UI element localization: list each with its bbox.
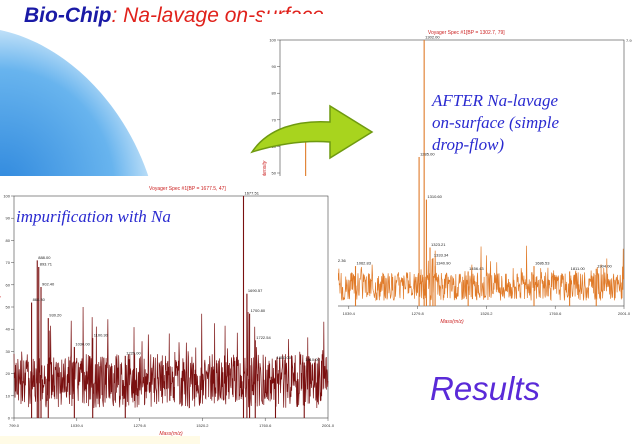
peak-label: 1722.54 xyxy=(256,335,271,340)
y-tick-label: 90 xyxy=(6,216,11,221)
y-tick-label: 10 xyxy=(6,393,11,398)
peak-label: 1100.30 xyxy=(94,333,109,338)
x-tick-label: 1039.4 xyxy=(71,423,84,428)
peak-label: 1811.00 xyxy=(571,266,586,271)
peak-label: 1302.00 xyxy=(425,35,440,40)
peak-label: 1690.57 xyxy=(248,288,263,293)
y-tick-label: 40 xyxy=(6,327,11,332)
y-tick-label: 90 xyxy=(272,64,277,69)
peak-label: 1285.00 xyxy=(420,152,435,157)
peak-label: 888.00 xyxy=(38,255,51,260)
peak-label: 1456.43 xyxy=(469,266,484,271)
after-note-line: AFTER Na-lavage xyxy=(432,91,559,110)
peak-label: 1904.00 xyxy=(597,263,612,268)
x-tick-label: 2001.0 xyxy=(322,423,335,428)
peak-label: 893.71 xyxy=(40,262,53,267)
y-tick-label: 70 xyxy=(272,117,277,122)
x-axis-label: Mass(m/z) xyxy=(159,431,183,437)
peak-label: 1340.90 xyxy=(436,261,451,266)
peak-label: 982.36 xyxy=(333,258,346,263)
before-note: impurification with Na xyxy=(16,207,171,226)
x-tick-label: 1520.2 xyxy=(480,311,493,316)
y-tick-label: 80 xyxy=(6,238,11,243)
before-lavage-spectrum: Voyager Spec #1[BP = 1677.5, 47] 0 10 20 30 4… xyxy=(0,176,338,438)
peak-label: 902.40 xyxy=(42,282,55,287)
results-label: Results xyxy=(430,370,541,407)
chart-title: Voyager Spec #1[BP = 1302.7, 79] xyxy=(428,30,505,36)
y-axis-label: % Intensity xyxy=(0,294,2,319)
y-tick-label: 0 xyxy=(8,416,11,421)
x-tick-label: 1760.6 xyxy=(259,423,272,428)
peak-label: 1225.00 xyxy=(126,350,141,355)
x-tick-label: 1760.6 xyxy=(549,311,562,316)
y-tick-label: 50 xyxy=(6,305,11,310)
x-axis-label: Mass(m/z) xyxy=(440,319,464,325)
y-tick-label: 70 xyxy=(6,260,11,265)
y-tick-label: 100 xyxy=(269,38,276,43)
y-tick-label: 100 xyxy=(3,194,10,199)
y-tick-label: 50 xyxy=(272,171,277,176)
title-separator: : xyxy=(111,4,124,27)
bottom-strip xyxy=(0,436,200,444)
peak-label: 1700.80 xyxy=(251,308,266,313)
peak-label: 1686.53 xyxy=(535,261,550,266)
peak-label: 1910.00 xyxy=(305,357,320,362)
x-tick-label: 1039.4 xyxy=(343,311,356,316)
after-note: AFTER Na-lavage on-surface (simple drop-… xyxy=(432,90,602,156)
after-note-line: on-surface (simple xyxy=(432,113,560,132)
peak-label: 930.20 xyxy=(49,313,62,318)
peak-label: 1310.60 xyxy=(427,194,442,199)
transition-arrow-icon xyxy=(250,104,374,160)
peak-label: 1333.34 xyxy=(434,253,449,258)
peak-label: 1800.00 xyxy=(276,355,291,360)
x-tick-label: 1279.8 xyxy=(133,423,146,428)
chart-title: Voyager Spec #1[BP = 1677.5, 47] xyxy=(149,186,226,192)
x-tick-label: 799.0 xyxy=(9,423,20,428)
title-main: Bio-Chip xyxy=(24,4,112,27)
right-axis-label: 7.9 xyxy=(626,38,632,43)
y-tick-label: 20 xyxy=(6,371,11,376)
y-tick-label: 30 xyxy=(6,349,11,354)
x-tick-label: 1279.8 xyxy=(411,311,424,316)
y-axis-label: % Intensity xyxy=(262,160,268,185)
y-tick-label: 60 xyxy=(6,282,11,287)
peak-label: 1030.00 xyxy=(75,341,90,346)
y-tick-label: 80 xyxy=(272,91,277,96)
before-spectrum-chart: Voyager Spec #1[BP = 1677.5, 47] 0 10 20 30 4… xyxy=(0,186,335,437)
peak-label: 866.30 xyxy=(33,297,46,302)
peak-label: 1677.51 xyxy=(244,191,259,196)
x-tick-label: 2001.0 xyxy=(618,311,631,316)
peak-label: 1323.21 xyxy=(431,242,446,247)
x-tick-label: 1520.2 xyxy=(196,423,209,428)
peak-label: 1062.83 xyxy=(357,261,372,266)
after-note-line: drop-flow) xyxy=(432,135,505,154)
